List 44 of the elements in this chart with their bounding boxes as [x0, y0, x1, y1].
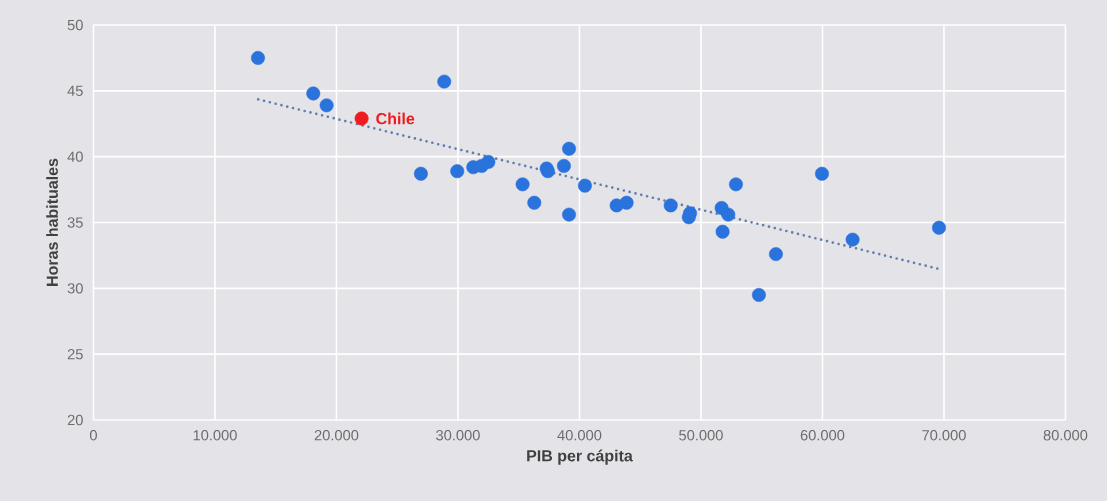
x-tick-label: 30.000: [436, 430, 480, 441]
point: [562, 207, 576, 222]
point: [751, 287, 766, 302]
y-tick-label: 35: [67, 217, 83, 228]
y-tick-label: 45: [67, 85, 83, 96]
point: [815, 166, 829, 181]
point: [769, 247, 783, 262]
x-tick-label: 70.000: [922, 430, 966, 441]
series-label: Chile: [376, 112, 415, 125]
point: [663, 198, 678, 213]
x-tick-label: 60.000: [800, 430, 845, 441]
point: [556, 158, 571, 173]
x-tick-label: 10.000: [193, 430, 237, 441]
point: [578, 178, 592, 193]
x-tick-label: 40.000: [557, 430, 602, 441]
point: [319, 98, 334, 113]
y-tick-label: 25: [67, 348, 83, 360]
x-tick-label: 20.000: [314, 430, 359, 441]
point: [437, 74, 452, 89]
point: [619, 195, 634, 210]
point: [515, 177, 530, 192]
y-tick-label: 30: [67, 283, 83, 294]
x-tick-label: 80.000: [1043, 430, 1088, 441]
y-tick-label: 20: [67, 414, 83, 426]
y-tick-label: 40: [67, 151, 83, 162]
point: [251, 50, 265, 65]
y-tick-label: 50: [67, 19, 83, 31]
point: [729, 177, 743, 192]
x-tick-label: 50.000: [679, 430, 723, 441]
y-axis-title: Horas habituales: [46, 158, 58, 286]
x-tick-label: 0: [89, 430, 97, 441]
point: [715, 224, 730, 239]
point: [481, 155, 496, 169]
point: [354, 111, 369, 126]
point: [413, 166, 428, 181]
point: [527, 195, 542, 210]
point: [721, 207, 736, 222]
point: [845, 232, 860, 247]
x-axis-title: PIB per cápita: [527, 449, 633, 465]
point: [681, 210, 696, 225]
point: [932, 220, 946, 235]
point: [306, 86, 321, 101]
point: [450, 164, 465, 179]
point: [562, 141, 576, 156]
